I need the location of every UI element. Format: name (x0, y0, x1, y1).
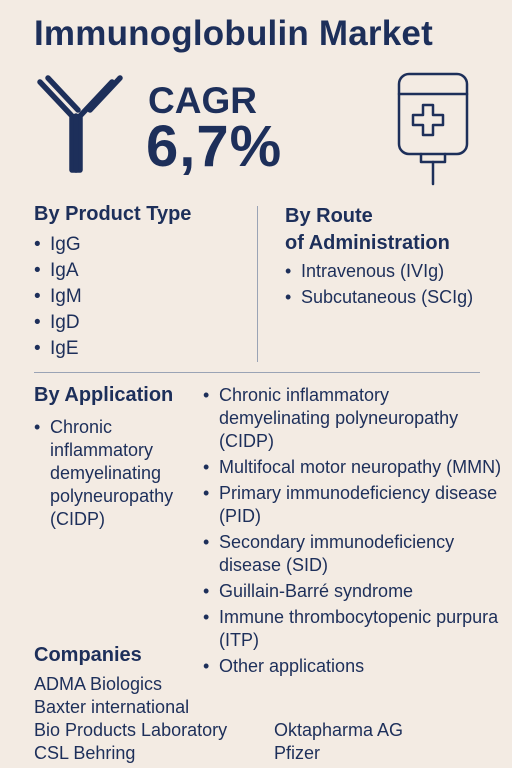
list-item: Subcutaneous (SCIg) (285, 284, 507, 310)
route-list: Intravenous (IVIg) Subcutaneous (SCIg) (285, 258, 507, 310)
vertical-divider (257, 206, 258, 362)
cagr-label: CAGR (148, 80, 257, 121)
list-item: Intravenous (IVIg) (285, 258, 507, 284)
route-heading: By Route of Administration (285, 203, 450, 257)
page-title: Immunoglobulin Market (34, 14, 433, 53)
list-item: IgG (34, 232, 244, 258)
application-heading: By Application (34, 384, 174, 406)
companies-list-left: ADMA Biologics Baxter international Bio … (34, 673, 227, 765)
list-item: Chronic inflammatory demyelinating polyn… (203, 384, 503, 453)
list-item: Guillain-Barré syndrome (203, 580, 503, 603)
company-name: CSL Behring (34, 743, 136, 763)
list-item: IgE (34, 336, 244, 362)
antibody-icon (37, 75, 123, 173)
company-name: Baxter international (34, 697, 190, 717)
list-item: Chronic inflammatory demyelinating polyn… (34, 416, 204, 531)
product-type-list: IgG IgA IgM IgD IgE (34, 232, 244, 362)
list-item: Primary immunodeficiency disease (PID) (203, 482, 503, 528)
company-name: Pfizer (274, 743, 321, 763)
cagr-value: 6,7% (146, 114, 283, 179)
list-item: Other applications (203, 655, 503, 678)
company-name: Oktapharma AG (274, 720, 404, 740)
list-item: Immune thrombocytopenic purpura (ITP) (203, 606, 503, 652)
route-heading-line1: By Route (285, 205, 373, 227)
company-name: Bio Products Laboratory (34, 720, 228, 740)
companies-heading: Companies (34, 644, 142, 666)
application-list-right: Chronic inflammatory demyelinating polyn… (203, 384, 503, 681)
route-heading-line2: of Administration (285, 232, 450, 254)
list-item: IgA (34, 258, 244, 284)
application-list-left: Chronic inflammatory demyelinating polyn… (34, 416, 204, 531)
list-item: IgM (34, 284, 244, 310)
list-item: Multifocal motor neuropathy (MMN) (203, 456, 503, 479)
iv-bag-icon (397, 72, 469, 186)
product-type-heading: By Product Type (34, 203, 192, 225)
company-name: ADMA Biologics (34, 674, 163, 694)
list-item: IgD (34, 310, 244, 336)
horizontal-divider (34, 372, 480, 373)
list-item: Secondary immunodeficiency disease (SID) (203, 531, 503, 577)
companies-list-right: Oktapharma AG Pfizer (274, 719, 403, 765)
